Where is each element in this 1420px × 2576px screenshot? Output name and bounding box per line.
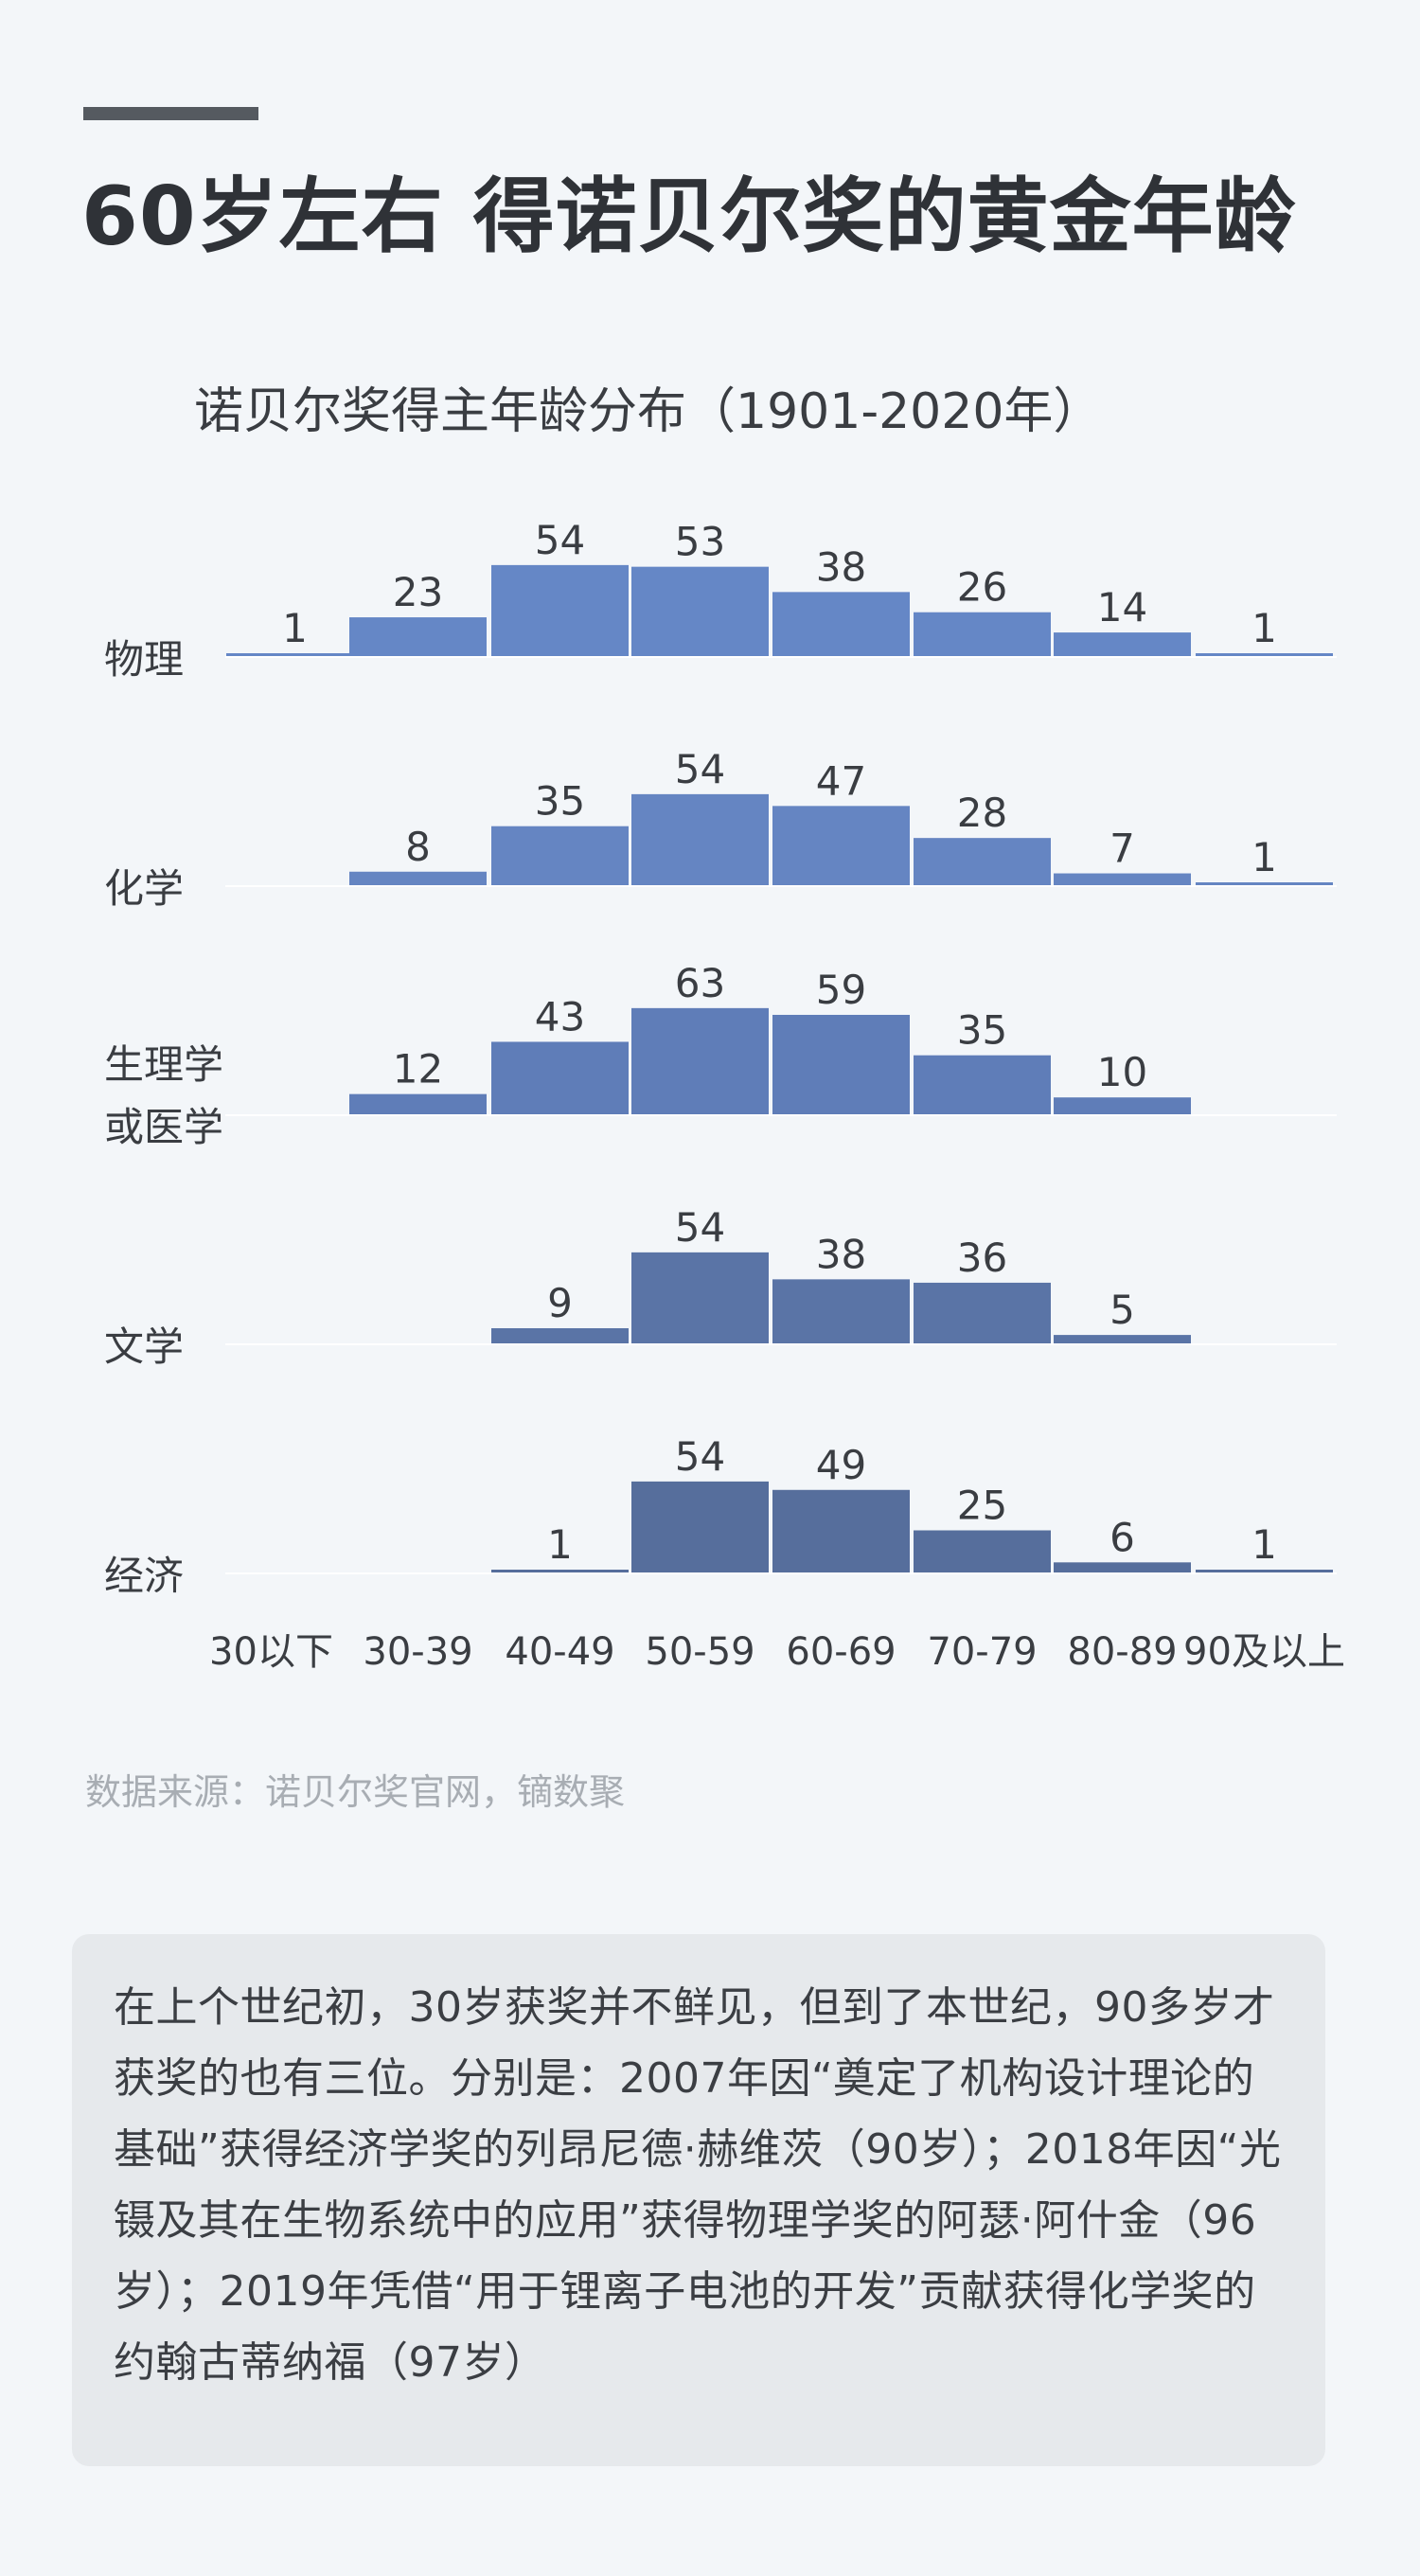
- series-3-bar: [772, 1279, 910, 1343]
- series-0-value-label: 23: [393, 569, 443, 615]
- series-4-bar: [1196, 1570, 1333, 1572]
- series-1-bar: [349, 871, 487, 885]
- series-3-value-label: 54: [675, 1204, 725, 1251]
- series-2-value-label: 59: [816, 967, 866, 1013]
- series-4-value-label: 1: [1251, 1521, 1277, 1568]
- series-4-value-label: 54: [675, 1433, 725, 1480]
- series-0-bar: [1196, 653, 1333, 656]
- series-2-label: 或医学: [104, 1104, 223, 1150]
- series-0-value-label: 26: [957, 564, 1007, 611]
- series-2-value-label: 35: [957, 1007, 1007, 1054]
- series-2-bar: [349, 1093, 487, 1114]
- series-4-bar: [914, 1530, 1051, 1572]
- series-4-bar: [491, 1570, 629, 1572]
- series-1-value-label: 47: [816, 757, 866, 804]
- series-3-value-label: 9: [547, 1280, 573, 1326]
- series-0-value-label: 53: [675, 519, 725, 565]
- series-3-bar: [631, 1252, 769, 1343]
- series-2-value-label: 63: [675, 960, 725, 1006]
- x-tick-label: 40-49: [505, 1630, 614, 1674]
- page-headline: 60岁左右 得诺贝尔奖的黄金年龄: [81, 169, 1297, 264]
- series-0-value-label: 38: [816, 543, 866, 590]
- series-0-bar: [631, 566, 769, 656]
- series-3-bar: [1054, 1335, 1191, 1343]
- x-tick-label: 60-69: [786, 1630, 896, 1674]
- series-1-bar: [772, 806, 910, 885]
- series-1-value-label: 8: [405, 824, 431, 870]
- series-0-bar: [226, 653, 364, 656]
- series-4-value-label: 6: [1109, 1514, 1135, 1560]
- series-0-label: 物理: [104, 636, 184, 683]
- series-4-bar: [772, 1489, 910, 1572]
- series-0-value-label: 14: [1097, 584, 1147, 631]
- series-3-value-label: 38: [816, 1231, 866, 1277]
- note-text: 在上个世纪初，30岁获奖并不鲜见，但到了本世纪，90多岁才获奖的也有三位。分别是…: [114, 1983, 1282, 2387]
- series-1-bar: [631, 793, 769, 885]
- chart-title: 诺贝尔奖得主年龄分布（1901-2020年）: [194, 383, 1103, 440]
- series-1-value-label: 54: [675, 746, 725, 792]
- series-2-bar: [631, 1007, 769, 1114]
- series-0-bar: [914, 612, 1051, 656]
- series-0-value-label: 54: [535, 517, 585, 563]
- series-3-bar: [914, 1282, 1051, 1343]
- series-0-value-label: 1: [282, 605, 308, 651]
- series-0-bar: [491, 564, 629, 656]
- series-1-value-label: 28: [957, 790, 1007, 836]
- x-tick-label: 50-59: [645, 1630, 754, 1674]
- series-0-value-label: 1: [1251, 605, 1277, 651]
- series-3-bar: [491, 1327, 629, 1343]
- series-2-value-label: 10: [1097, 1049, 1147, 1095]
- series-0-bar: [349, 617, 487, 656]
- series-4-bar: [631, 1481, 769, 1572]
- series-2-bar: [772, 1014, 910, 1114]
- series-3-label: 文学: [104, 1324, 184, 1370]
- series-2-label: 生理学: [104, 1041, 223, 1088]
- data-source: 数据来源：诺贝尔奖官网，镝数聚: [85, 1771, 626, 1813]
- series-4-label: 经济: [104, 1553, 184, 1599]
- x-tick-label: 80-89: [1067, 1630, 1177, 1674]
- series-4-bar: [1054, 1562, 1191, 1572]
- series-1-label: 化学: [104, 865, 184, 912]
- x-tick-label: 30以下: [209, 1630, 333, 1674]
- series-0-bar: [772, 592, 910, 656]
- series-2-bar: [914, 1055, 1051, 1114]
- x-tick-label: 90及以上: [1183, 1630, 1345, 1674]
- series-3-value-label: 36: [957, 1235, 1007, 1281]
- series-4-value-label: 1: [547, 1521, 573, 1568]
- series-1-value-label: 7: [1109, 826, 1135, 872]
- decorative-top-bar: [83, 107, 258, 120]
- series-2-bar: [491, 1041, 629, 1114]
- series-2-value-label: 43: [535, 993, 585, 1039]
- series-2-value-label: 12: [393, 1046, 443, 1093]
- series-4-value-label: 25: [957, 1483, 1007, 1529]
- series-0-bar: [1054, 632, 1191, 656]
- series-1-bar: [1054, 873, 1191, 885]
- series-1-bar: [491, 826, 629, 885]
- series-3-value-label: 5: [1109, 1287, 1135, 1333]
- x-tick-label: 70-79: [927, 1630, 1037, 1674]
- x-tick-label: 30-39: [363, 1630, 472, 1674]
- series-1-bar: [1196, 882, 1333, 885]
- series-1-bar: [914, 838, 1051, 885]
- series-1-value-label: 35: [535, 778, 585, 825]
- note-box: 在上个世纪初，30岁获奖并不鲜见，但到了本世纪，90多岁才获奖的也有三位。分别是…: [72, 1934, 1325, 2466]
- series-2-bar: [1054, 1097, 1191, 1114]
- series-1-value-label: 1: [1251, 834, 1277, 880]
- series-4-value-label: 49: [816, 1442, 866, 1488]
